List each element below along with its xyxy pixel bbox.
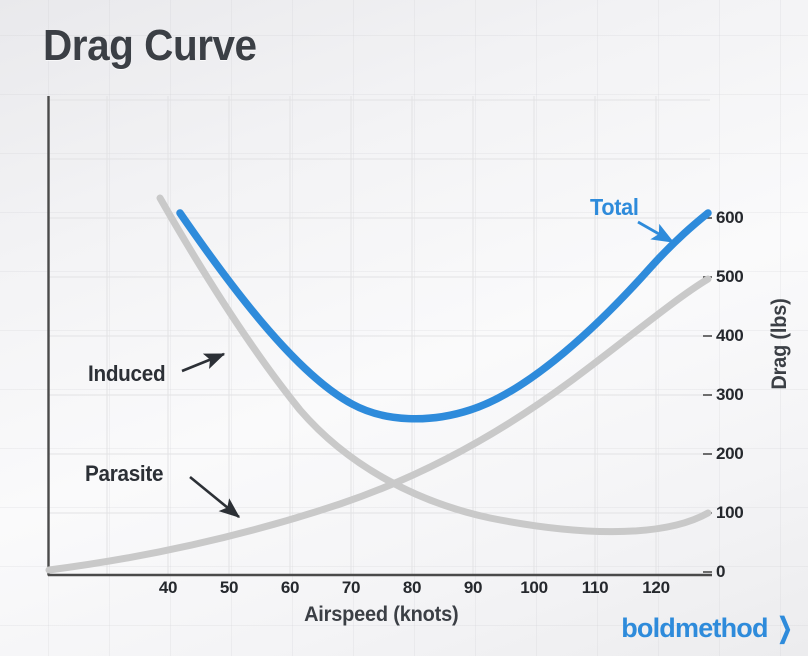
x-tick-label: 60 <box>280 578 300 597</box>
curve-total <box>176 209 712 423</box>
x-tick-label: 50 <box>219 578 239 597</box>
y-axis-title: Drag (lbs) <box>768 298 791 390</box>
x-tick-label: 90 <box>463 578 483 597</box>
x-tick-label: 40 <box>158 578 178 597</box>
x-tick-label: 80 <box>402 578 422 597</box>
curve-induced <box>156 194 712 536</box>
y-tick-label: 200 <box>716 444 744 463</box>
induced-label: Induced <box>88 361 166 386</box>
page-title: Drag Curve <box>43 21 257 70</box>
boldmethod-logo[interactable]: boldmethod ❯ <box>621 613 794 644</box>
x-axis-title: Airspeed (knots) <box>304 603 459 626</box>
boldmethod-wordmark: boldmethod <box>621 613 768 643</box>
total-label: Total <box>590 194 639 220</box>
y-tick-label: 400 <box>716 326 744 345</box>
x-tick-label: 110 <box>581 578 609 597</box>
x-tick-label: 100 <box>520 578 548 597</box>
parasite-label: Parasite <box>85 461 164 486</box>
curve-parasite <box>45 275 712 574</box>
y-tick-label: 100 <box>716 503 744 522</box>
y-axis-ticks <box>703 217 712 573</box>
y-tick-label: 600 <box>716 208 744 227</box>
y-tick-label: 0 <box>716 562 726 581</box>
parasite-callout-arrow <box>189 475 241 519</box>
chevron-right-icon: ❯ <box>777 612 792 644</box>
y-tick-label: 500 <box>716 267 744 286</box>
y-tick-label: 300 <box>716 385 744 404</box>
total-callout-arrow <box>637 220 675 244</box>
induced-callout-arrow <box>181 352 226 373</box>
gridlines <box>48 96 710 575</box>
x-tick-label: 120 <box>642 578 670 597</box>
x-tick-label: 70 <box>341 578 361 597</box>
